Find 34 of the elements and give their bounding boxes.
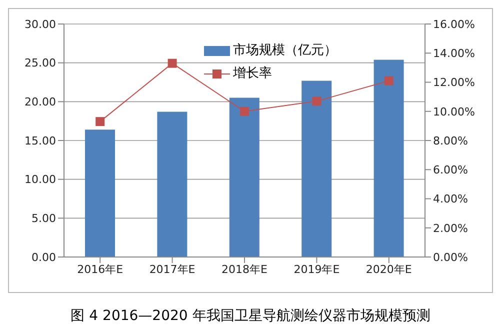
x-tick-label: 2018年E	[222, 262, 268, 276]
x-tick-label: 2016年E	[77, 262, 124, 276]
y2-tick-label: 16.00%	[433, 18, 475, 31]
point	[384, 76, 394, 86]
bar	[302, 80, 332, 257]
y-tick-label: 0.00	[32, 250, 56, 264]
bar	[157, 112, 188, 257]
x-tick-label: 2020年E	[366, 262, 412, 276]
point	[96, 117, 105, 126]
legend-label: 市场规模（亿元）	[233, 42, 337, 60]
x-tick-label: 2017年E	[149, 262, 196, 276]
y2-tick-label: 14.00%	[433, 47, 475, 60]
y2-tick-label: 6.00%	[433, 164, 468, 177]
point	[240, 106, 249, 116]
legend-label: 增长率	[233, 65, 272, 83]
y2-tick-label: 10.00%	[433, 105, 475, 118]
point	[312, 96, 322, 106]
y-tick-label: 20.00	[24, 96, 56, 109]
caption: 图 4 2016—2020 年我国卫星导航测绘仪器市场规模预测	[70, 307, 432, 325]
y2-tick-label: 2.00%	[433, 222, 468, 235]
bar	[229, 98, 260, 257]
y-tick-label: 30.00	[24, 18, 56, 31]
x-tick-label: 2019年E	[294, 262, 340, 276]
bar	[374, 60, 404, 257]
y2-tick-label: 8.00%	[433, 134, 468, 148]
y2-tick-label: 0.00%	[433, 250, 468, 264]
bar	[85, 130, 115, 257]
y2-tick-label: 4.00%	[433, 192, 468, 206]
y-tick-label: 5.00	[32, 212, 56, 226]
y-tick-label: 15.00	[24, 134, 56, 148]
point	[168, 58, 177, 68]
y-tick-label: 10.00	[24, 173, 56, 186]
y-tick-label: 25.00	[24, 56, 56, 70]
y2-tick-label: 12.00%	[433, 76, 475, 90]
